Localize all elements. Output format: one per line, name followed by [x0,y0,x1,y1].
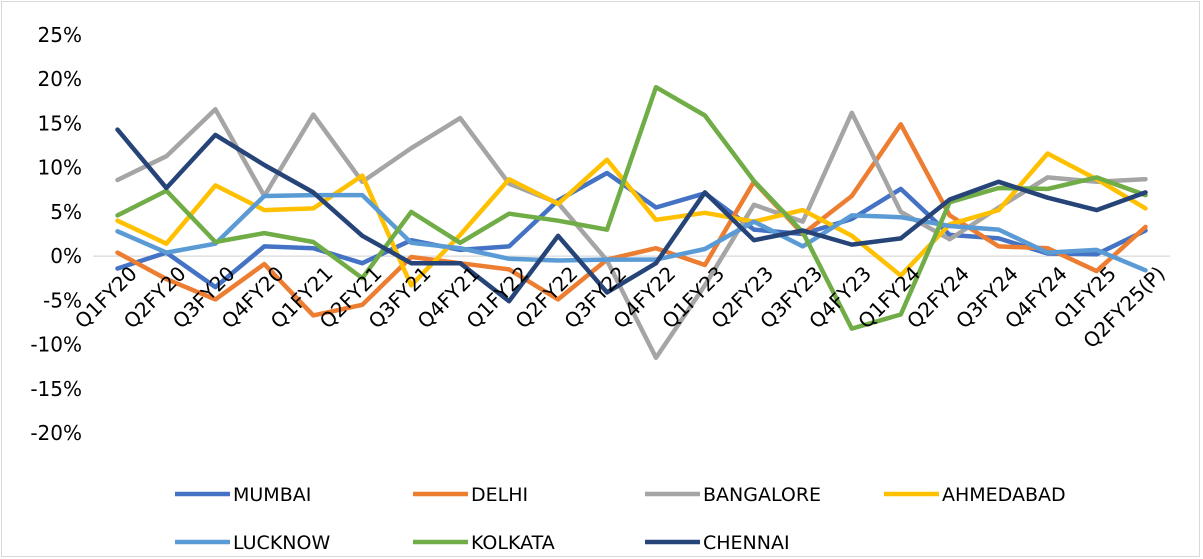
y-axis-tick-labels: -20% -15% -10% -5% 0% 5% 10% 15% 20% 25% [30,23,82,445]
legend: MUMBAI DELHI BANGALORE AHMEDABAD LUCKNOW KOLK… [175,484,1066,554]
x-axis-tick-labels: Q1FY20Q2FY20Q3FY20Q4FY20Q1FY21Q2FY21Q3FY… [70,261,1170,352]
y-tick-label: 15% [38,111,82,135]
y-tick-label: 10% [38,156,82,180]
y-tick-label: -20% [30,421,82,445]
y-tick-label: 25% [38,23,82,47]
legend-item-mumbai: MUMBAI [175,484,311,506]
series-line-bangalore [115,107,1148,361]
y-tick-label: -5% [43,288,82,312]
legend-label: MUMBAI [233,484,311,506]
legend-label: CHENNAI [703,532,790,554]
legend-label: LUCKNOW [233,532,330,554]
legend-item-bangalore: BANGALORE [645,484,821,506]
y-tick-label: 0% [50,244,82,268]
y-tick-label: -10% [30,333,82,357]
legend-item-chennai: CHENNAI [645,532,790,554]
series-line-chennai [115,127,1148,304]
y-tick-label: 20% [38,67,82,91]
legend-item-lucknow: LUCKNOW [175,532,330,554]
series-line-kolkata [115,84,1148,331]
legend-item-delhi: DELHI [413,484,528,506]
legend-item-kolkata: KOLKATA [413,532,555,554]
legend-label: AHMEDABAD [942,484,1066,506]
series-line-ahmedabad [115,151,1148,288]
series-line-lucknow [115,192,1148,273]
y-tick-label: 5% [50,200,82,224]
y-tick-label: -15% [30,377,82,401]
series-line-delhi [115,122,1148,318]
legend-item-ahmedabad: AHMEDABAD [884,484,1066,506]
series-lines [115,84,1148,361]
legend-label: BANGALORE [703,484,821,506]
legend-label: DELHI [471,484,528,506]
legend-label: KOLKATA [471,532,555,554]
